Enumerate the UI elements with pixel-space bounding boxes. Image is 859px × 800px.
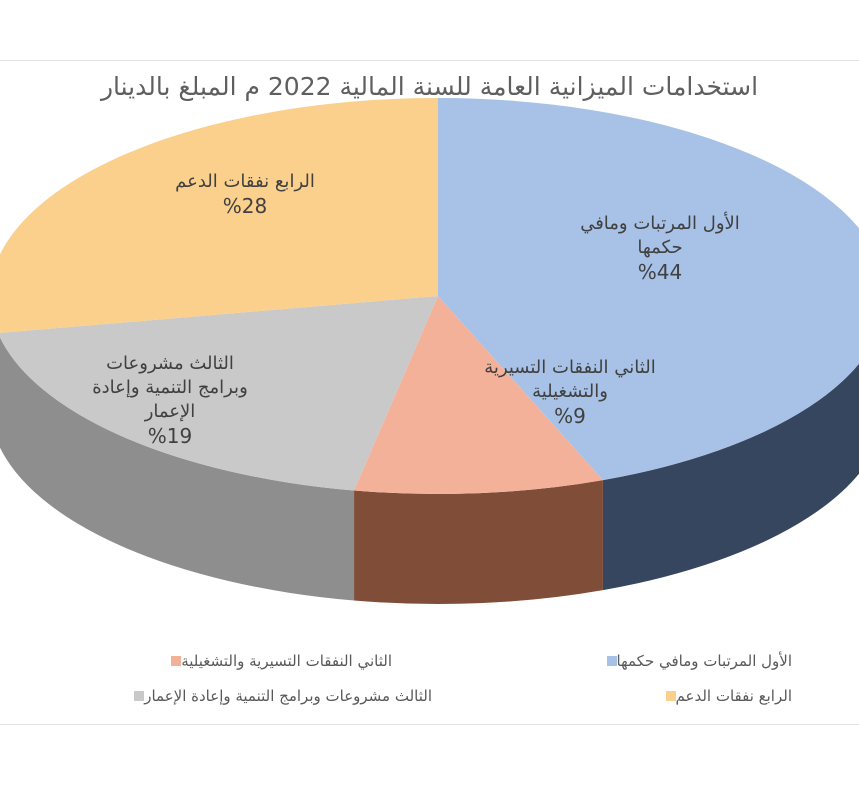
slice-label-line: الأول المرتبات ومافي	[580, 213, 740, 234]
pie-slice-1	[438, 98, 859, 481]
slice-label-line: حكمها	[637, 237, 683, 258]
legend-swatch	[134, 691, 145, 701]
chart-frame	[0, 60, 859, 725]
pie-slice-4	[0, 98, 438, 333]
slice-label-line: والتشغيلية	[532, 381, 608, 402]
slice-label-2: الثاني النفقات التسيرية والتشغيلية %9	[440, 356, 700, 428]
pie-slice-3	[0, 296, 438, 491]
pie-slice-2	[354, 296, 603, 494]
legend-item-4: الرابع نفقات الدعم	[658, 687, 792, 705]
legend-label: الأول المرتبات ومافي حكمها	[616, 652, 792, 670]
legend-label: الثالث مشروعات وبرامج التنمية وإعادة الإ…	[144, 687, 432, 705]
pie-side-1	[602, 363, 859, 591]
chart-title: استخدامات الميزانية العامة للسنة المالية…	[100, 72, 759, 101]
slice-label-line: الثالث مشروعات	[106, 353, 234, 374]
legend-item-1: الأول المرتبات ومافي حكمها	[599, 652, 792, 670]
slice-label-line: الثاني النفقات التسيرية	[484, 357, 656, 378]
legend-swatch	[606, 656, 617, 666]
slice-value-label: %9	[554, 404, 586, 428]
legend-label: الرابع نفقات الدعم	[675, 687, 792, 705]
slice-value-label: %19	[147, 424, 193, 448]
pie-sides	[0, 337, 859, 604]
legend-swatch	[665, 691, 676, 701]
slice-label-1: الأول المرتبات ومافي حكمها %44	[540, 212, 780, 284]
slice-label-3: الثالث مشروعات وبرامج التنمية وإعادة الإعم…	[50, 352, 290, 448]
slice-label-line: الرابع نفقات الدعم	[175, 171, 315, 192]
legend-swatch	[171, 656, 182, 666]
slice-label-4: الرابع نفقات الدعم %28	[120, 170, 370, 218]
slice-label-line: وبرامج التنمية وإعادة	[92, 377, 248, 398]
pie-top	[0, 98, 859, 494]
slice-value-label: %28	[222, 194, 268, 218]
legend-item-2: الثاني النفقات التسيرية والتشغيلية	[163, 652, 392, 670]
pie-side-3	[0, 337, 355, 601]
chart-legend: الأول المرتبات ومافي حكمها الثاني النفقات…	[40, 650, 820, 720]
slice-label-line: الإعمار	[144, 401, 196, 422]
legend-label: الثاني النفقات التسيرية والتشغيلية	[181, 652, 392, 670]
legend-item-3: الثالث مشروعات وبرامج التنمية وإعادة الإ…	[126, 687, 432, 705]
slice-value-label: %44	[637, 260, 683, 284]
pie-side-2	[354, 480, 603, 604]
